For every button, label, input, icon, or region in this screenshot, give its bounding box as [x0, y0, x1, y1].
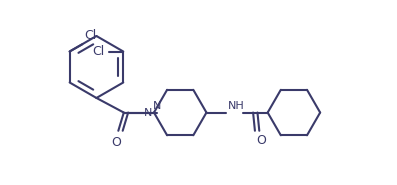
Text: O: O: [112, 136, 121, 149]
Text: O: O: [256, 134, 266, 147]
Text: N: N: [152, 101, 161, 111]
Text: Cl: Cl: [93, 45, 104, 58]
Text: NH: NH: [228, 101, 245, 111]
Text: N: N: [144, 107, 152, 117]
Text: Cl: Cl: [84, 29, 96, 42]
